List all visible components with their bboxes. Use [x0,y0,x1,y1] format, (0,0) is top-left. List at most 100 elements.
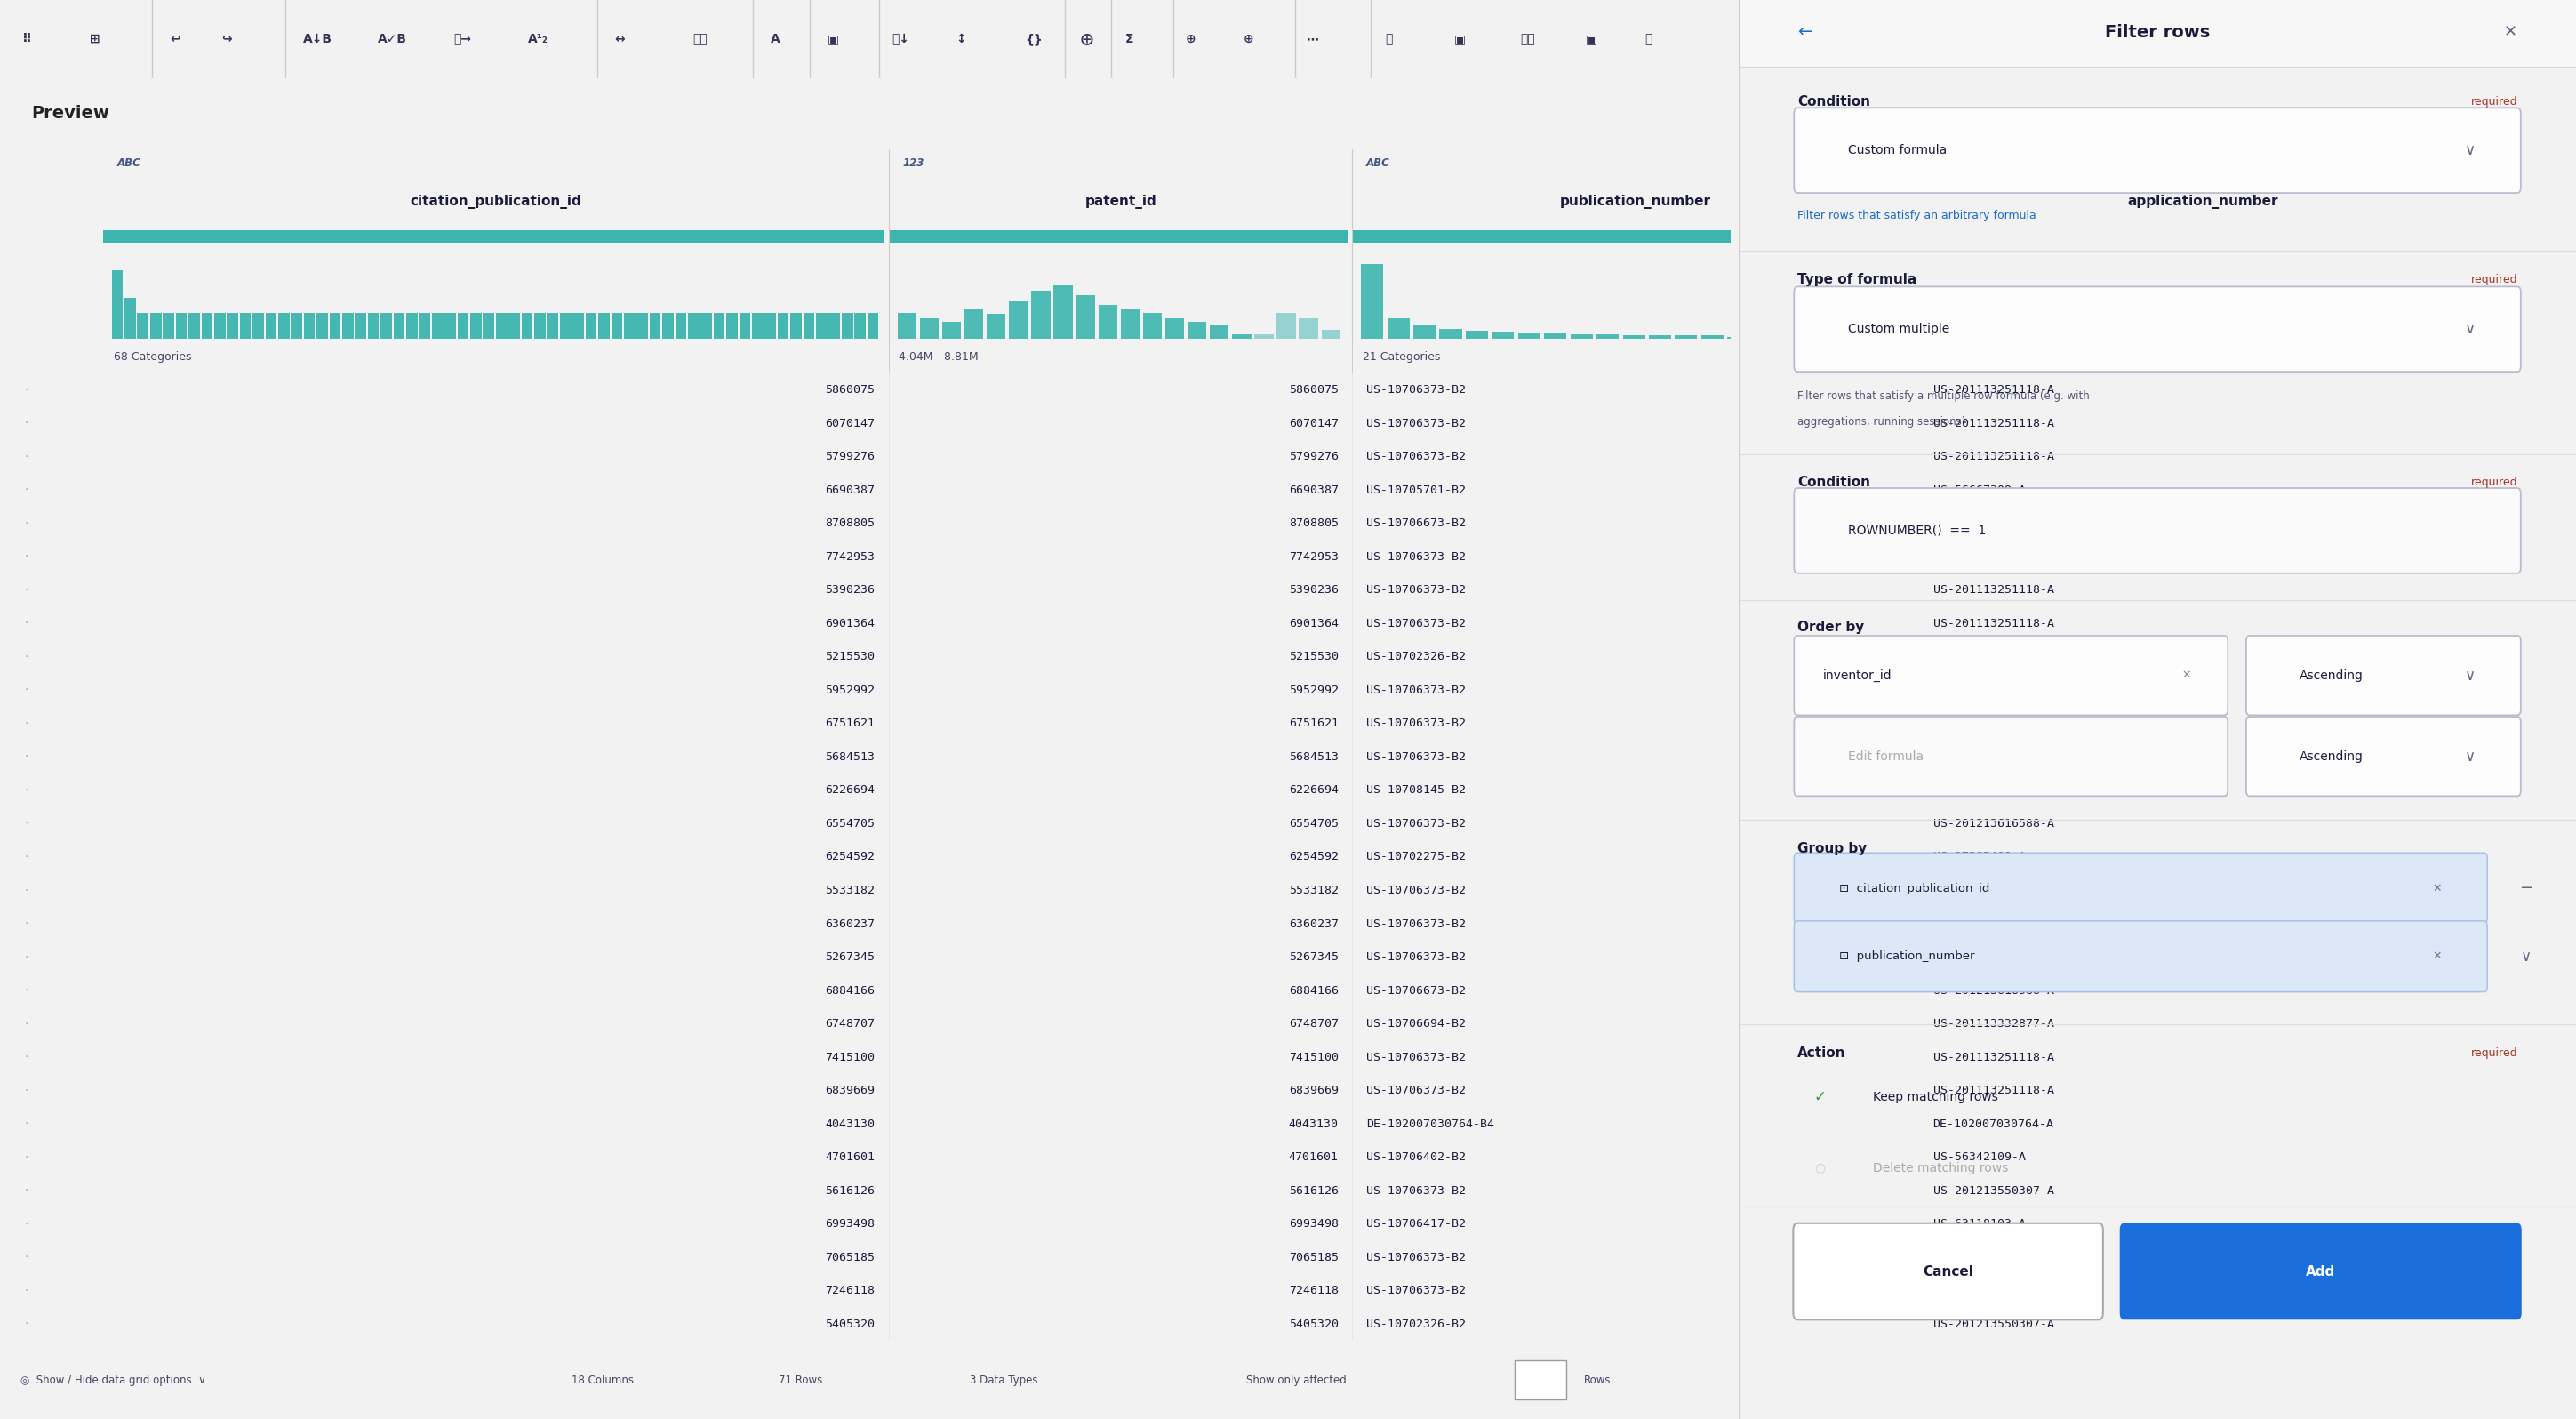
Text: 18 Columns: 18 Columns [572,1374,634,1386]
Text: 7246118: 7246118 [824,1286,876,1297]
Bar [2347,336,2367,338]
Text: Filter rows that satisfy a multiple row formula (e.g. with: Filter rows that satisfy a multiple row … [1798,390,2089,402]
Text: US-10706373-B2: US-10706373-B2 [1365,918,1466,929]
Text: US-10706373-B2: US-10706373-B2 [1365,551,1466,562]
Bar [1571,335,1592,338]
Text: 5405320: 5405320 [824,1318,876,1330]
Bar [304,314,314,338]
Text: US-201113251118-A: US-201113251118-A [1932,684,2053,695]
Text: Filter rows that satisfy an arbitrary formula: Filter rows that satisfy an arbitrary fo… [1798,210,2035,221]
Bar [752,314,762,338]
Bar [2058,332,2081,338]
Text: 5799276: 5799276 [1288,451,1340,463]
Text: Add: Add [2306,1264,2336,1279]
Bar [546,314,559,338]
Text: 5405320: 5405320 [1288,1318,1340,1330]
Text: ↪: ↪ [222,33,232,45]
Bar [2138,335,2159,338]
Text: ▣: ▣ [827,33,840,45]
Text: ⊕: ⊕ [1185,33,1195,45]
Text: US-10705701-B2: US-10705701-B2 [1365,484,1466,495]
Text: ·: · [23,1017,28,1030]
Text: ·: · [23,851,28,863]
Text: 5799276: 5799276 [824,451,876,463]
Text: 6751621: 6751621 [1288,718,1340,729]
Bar [507,314,520,338]
Bar [987,314,1005,338]
Text: ·: · [23,551,28,563]
Text: US-56342109-A: US-56342109-A [1932,1152,2025,1164]
Text: ·: · [23,884,28,897]
Text: US-201213616588-A: US-201213616588-A [1932,518,2053,529]
Bar [739,314,750,338]
Text: 5684513: 5684513 [824,751,876,763]
Text: 6884166: 6884166 [824,985,876,996]
Bar [343,314,353,338]
Text: ·: · [23,1252,28,1264]
Text: A: A [770,33,781,45]
Bar [394,314,404,338]
Bar [920,318,938,338]
Text: 6360237: 6360237 [824,918,876,929]
Text: US-201213550307-A: US-201213550307-A [1932,1318,2053,1330]
Bar [2398,336,2421,338]
Text: ⋯: ⋯ [1306,33,1319,45]
Bar [433,314,443,338]
Bar [149,314,162,338]
Text: Custom formula: Custom formula [1847,145,1947,156]
Text: ∨: ∨ [2465,142,2476,159]
Bar [2424,336,2447,338]
Bar [2190,336,2213,338]
Text: Action: Action [1798,1046,1847,1060]
Bar [623,314,636,338]
Bar [889,230,1347,243]
Bar [291,314,301,338]
Text: 7415100: 7415100 [1288,1051,1340,1063]
Text: application_number: application_number [2128,194,2277,209]
Bar [2321,336,2342,338]
Text: ·: · [23,484,28,497]
Text: ⊡  citation_publication_id: ⊡ citation_publication_id [1839,883,1989,894]
Text: 6751621: 6751621 [824,718,876,729]
Bar [420,314,430,338]
Text: US-10706673-B2: US-10706673-B2 [1365,985,1466,996]
Bar [2372,336,2396,338]
Bar [1097,305,1118,338]
Text: ▣: ▣ [1453,33,1466,45]
Bar [2164,335,2184,338]
Text: US-201213715466-A: US-201213715466-A [1932,785,2053,796]
Text: citation_publication_id: citation_publication_id [410,194,582,209]
Text: ∨: ∨ [2519,948,2532,965]
Text: 6254592: 6254592 [1288,851,1340,863]
Bar [559,314,572,338]
Text: 7415100: 7415100 [824,1051,876,1063]
Text: 6254592: 6254592 [824,851,876,863]
Text: 6554705: 6554705 [824,817,876,830]
Text: 5267345: 5267345 [1288,951,1340,964]
Text: US-10702326-B2: US-10702326-B2 [1365,651,1466,663]
Text: US-201213616588-A: US-201213616588-A [1932,817,2053,830]
Text: 5684513: 5684513 [1288,751,1340,763]
Text: Keep matching rows: Keep matching rows [1873,1091,1999,1103]
Text: 5860075: 5860075 [1288,385,1340,396]
Bar [240,314,250,338]
FancyBboxPatch shape [1793,921,2488,992]
Bar [2032,331,2056,338]
Bar [533,314,546,338]
Text: ✕: ✕ [2432,951,2442,962]
Text: Group by: Group by [1798,841,1868,856]
Text: ←: ← [1798,24,1811,41]
Bar [1754,336,1775,338]
Text: US-10706373-B2: US-10706373-B2 [1365,817,1466,830]
Text: ·: · [23,1318,28,1331]
Bar [2450,336,2473,338]
Text: 6070147: 6070147 [824,417,876,429]
Bar [227,314,237,338]
Text: ∨: ∨ [2465,321,2476,338]
Text: US-10706373-B2: US-10706373-B2 [1365,585,1466,596]
Text: ·: · [23,985,28,996]
Text: US-201113251118-A: US-201113251118-A [1932,585,2053,596]
Bar [103,230,884,243]
Text: patent_id: patent_id [1084,194,1157,209]
Bar [111,270,124,338]
